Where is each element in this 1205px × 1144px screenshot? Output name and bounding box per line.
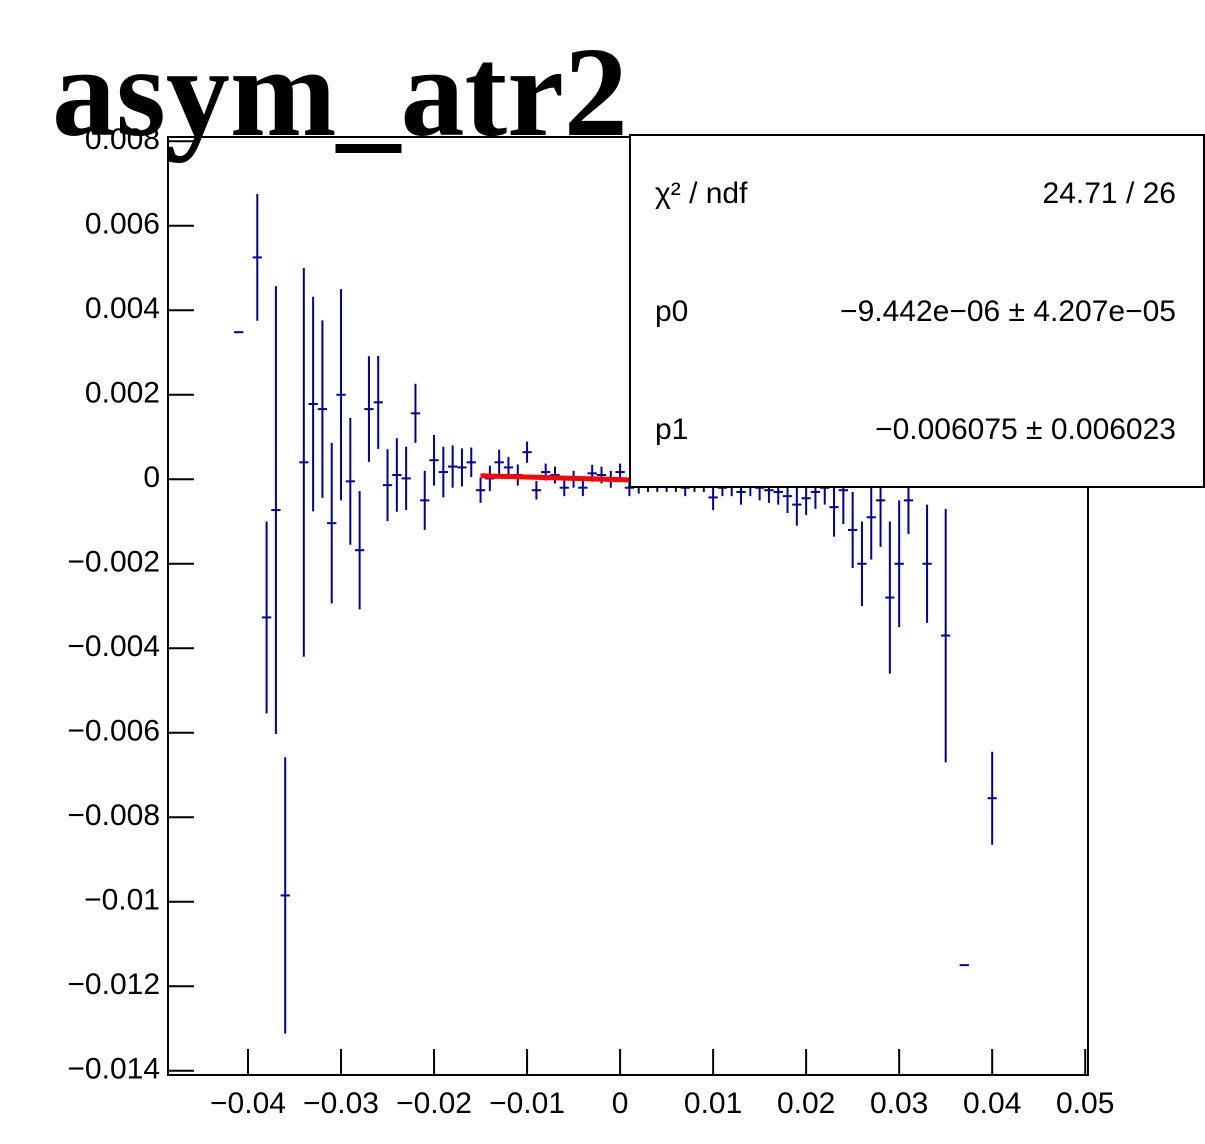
x-tick-label: −0.04	[210, 1087, 286, 1120]
y-tick-label: 0.008	[85, 123, 160, 156]
y-tick-label: −0.012	[67, 968, 160, 1001]
stat-label: p1	[655, 413, 688, 446]
y-tick-label: 0.006	[85, 208, 160, 241]
x-tick-label: 0.02	[777, 1087, 835, 1120]
y-tick-label: −0.004	[67, 630, 160, 663]
x-tick-label: 0	[612, 1087, 629, 1120]
x-tick-label: −0.02	[396, 1087, 472, 1120]
x-tick-label: 0.05	[1056, 1087, 1114, 1120]
y-tick-label: 0.002	[85, 377, 160, 410]
y-tick-label: −0.006	[67, 715, 160, 748]
y-tick-label: 0	[143, 461, 160, 494]
stat-value: −9.442e−06 ± 4.207e−05	[840, 295, 1176, 328]
stats-box: χ² / ndf 24.71 / 26 p0 −9.442e−06 ± 4.207e−…	[629, 134, 1205, 488]
chart-title: asym_atr2	[52, 21, 628, 163]
x-tick-label: −0.03	[303, 1087, 379, 1120]
stat-label: p0	[655, 295, 688, 328]
stat-value: −0.006075 ± 0.006023	[875, 413, 1176, 446]
y-tick-label: −0.002	[67, 546, 160, 579]
x-tick-label: −0.01	[489, 1087, 565, 1120]
y-tick-label: 0.004	[85, 292, 160, 325]
stat-value: 24.71 / 26	[1043, 177, 1176, 210]
y-tick-label: −0.014	[67, 1053, 160, 1086]
x-tick-label: 0.04	[963, 1087, 1021, 1120]
x-tick-label: 0.03	[870, 1087, 928, 1120]
x-tick-label: 0.01	[684, 1087, 742, 1120]
y-tick-label: −0.008	[67, 799, 160, 832]
stat-label: χ² / ndf	[655, 177, 748, 210]
axes: −0.014 −0.012 −0.01 −0.008 −0.006 −0.004 −0.00…	[67, 123, 1114, 1120]
stats-frame	[629, 134, 1205, 488]
y-tick-label: −0.01	[84, 884, 160, 917]
